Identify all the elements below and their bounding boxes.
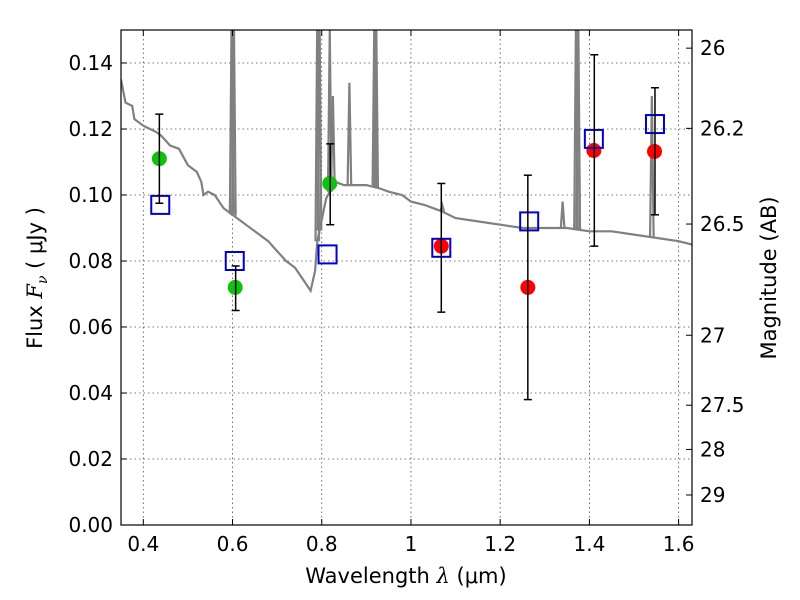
right-tick-label: 26.5 bbox=[700, 212, 745, 236]
x-tick-label: 1.2 bbox=[484, 532, 516, 556]
right-tick-label: 26 bbox=[700, 36, 725, 60]
emission-line-spike bbox=[316, 30, 323, 231]
grid-layer bbox=[121, 30, 692, 526]
emission-line-spike bbox=[648, 95, 655, 238]
x-tick-label: 1.4 bbox=[573, 532, 605, 556]
x-tick-label: 0.8 bbox=[306, 532, 338, 556]
emission-line-spike bbox=[326, 30, 333, 192]
x-tick-label: 1.6 bbox=[663, 532, 695, 556]
x-axis-label: Wavelength λ (μm) bbox=[305, 564, 506, 588]
emission-line-spike bbox=[559, 201, 566, 229]
y-tick-label: 0.08 bbox=[68, 249, 113, 273]
plot-frame bbox=[120, 29, 693, 526]
y-tick-label: 0.00 bbox=[68, 513, 113, 537]
emission-line-spike bbox=[330, 95, 336, 186]
right-tick-label: 29 bbox=[700, 483, 725, 507]
model-flux-square bbox=[150, 194, 171, 215]
y-axis-label: Flux Fν ( μJy ) bbox=[23, 207, 51, 349]
y-tick-label: 0.06 bbox=[68, 315, 113, 339]
emission-line-spike bbox=[230, 30, 237, 216]
y-tick-label: 0.12 bbox=[68, 117, 113, 141]
right-tick-label: 27 bbox=[700, 323, 725, 347]
x-tick-label: 0.4 bbox=[127, 532, 159, 556]
right-tick-label: 28 bbox=[700, 437, 725, 461]
model-spectrum-line bbox=[121, 79, 692, 294]
emission-line-spike bbox=[575, 30, 582, 230]
y-tick-label: 0.14 bbox=[68, 51, 113, 75]
emission-line-spike bbox=[346, 82, 353, 186]
model-flux-square bbox=[224, 251, 245, 271]
model-flux-square bbox=[317, 244, 338, 265]
x-tick-label: 1 bbox=[405, 532, 418, 556]
y-tick-label: 0.02 bbox=[68, 447, 113, 471]
right-axis-label: Magnitude (AB) bbox=[757, 196, 781, 359]
right-tick-label: 27.5 bbox=[700, 393, 745, 417]
plot-area bbox=[121, 30, 692, 401]
model-flux-square bbox=[519, 211, 540, 232]
y-tick-label: 0.10 bbox=[68, 183, 113, 207]
emission-line-spike bbox=[373, 30, 380, 188]
x-tick-label: 0.6 bbox=[217, 532, 249, 556]
y-tick-label: 0.04 bbox=[68, 381, 113, 405]
axes-layer: 0.4 0.6 0.8 1 1.2 1.4 1.6 0.00 0.02 0.04 0.06 0.08 0… bbox=[68, 30, 745, 556]
right-tick-label: 26.2 bbox=[700, 116, 745, 140]
